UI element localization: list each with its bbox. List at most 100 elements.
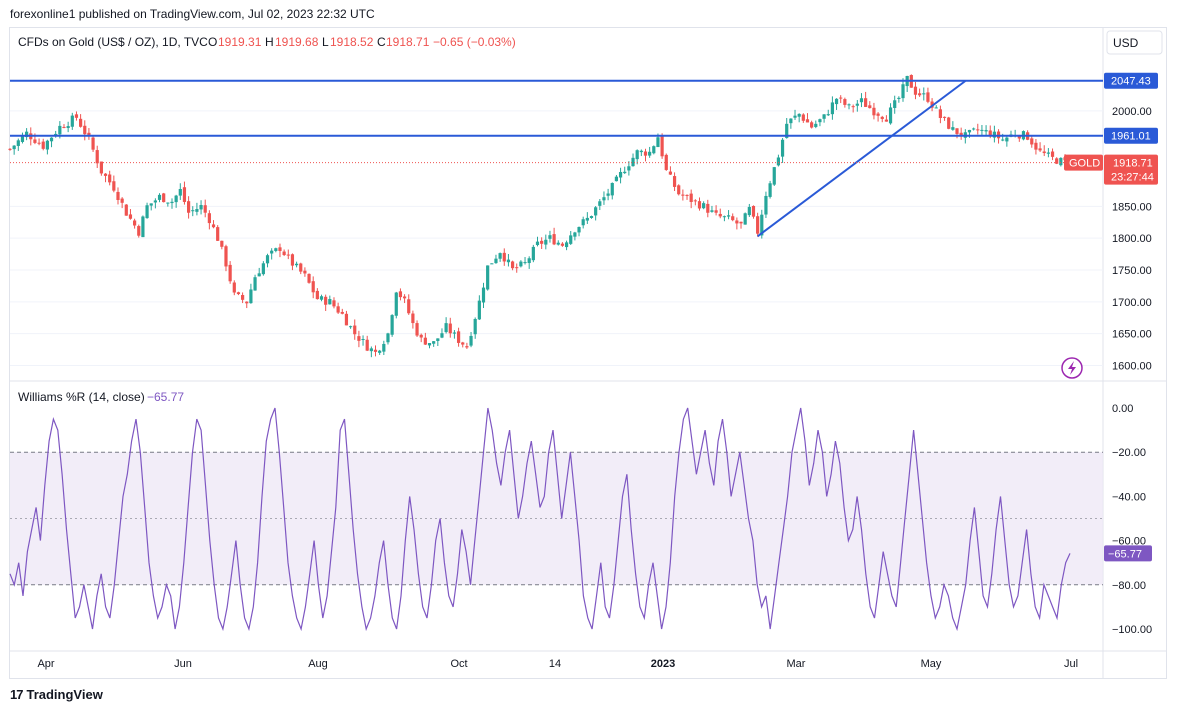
levels-layer[interactable] xyxy=(10,79,1103,238)
candle-body xyxy=(1059,157,1063,166)
candle-body xyxy=(934,107,938,109)
candle-body xyxy=(357,336,361,341)
candle-body xyxy=(760,214,764,236)
candle-body xyxy=(510,261,515,269)
candle-body xyxy=(643,151,648,156)
candle-body xyxy=(839,97,843,99)
candle-body xyxy=(677,185,681,195)
ohlc-h-label: H xyxy=(265,35,274,49)
candle-body xyxy=(373,349,378,352)
candle-body xyxy=(170,201,174,204)
currency-button[interactable]: USD xyxy=(1113,36,1139,50)
candle-body xyxy=(535,241,540,246)
candle-body xyxy=(901,84,905,99)
candle-body xyxy=(91,137,95,150)
candle-body xyxy=(594,207,598,216)
candle-body xyxy=(918,93,922,96)
candle-body xyxy=(922,93,926,95)
level-label-bg xyxy=(1104,72,1158,89)
wpr-tick-label: −40.00 xyxy=(1112,491,1146,503)
candle-body xyxy=(324,296,328,305)
candle-body xyxy=(656,137,660,148)
candle-body xyxy=(33,139,37,143)
candle-body xyxy=(880,116,884,119)
ohlc-o: 1919.31 xyxy=(218,35,262,49)
indicator-title[interactable]: Williams %R (14, close) xyxy=(18,390,145,404)
candle-body xyxy=(1001,139,1005,141)
price-tick-label: 1750.00 xyxy=(1112,265,1152,277)
ohlc-legend: O 1919.31 H 1919.68 L 1918.52 C 1918.71 … xyxy=(208,35,516,49)
candle-body xyxy=(490,263,494,265)
candle-body xyxy=(544,239,548,245)
wpr-tick-label: −20.00 xyxy=(1112,447,1146,459)
candle-body xyxy=(141,216,145,238)
candle-body xyxy=(307,273,311,283)
level-label: 2047.43 xyxy=(1111,76,1151,88)
candle-body xyxy=(216,227,220,241)
candle-body xyxy=(992,131,996,138)
candle-body xyxy=(548,235,552,239)
candle-body xyxy=(257,273,261,277)
candle-body xyxy=(477,300,481,320)
candle-body xyxy=(45,140,49,150)
candle-body xyxy=(369,348,373,352)
candle-body xyxy=(12,145,16,150)
candle-body xyxy=(303,270,307,274)
wpr-layer xyxy=(9,407,1071,632)
price-tick-label: 2000.00 xyxy=(1112,106,1152,118)
candle-body xyxy=(149,203,153,206)
candle-body xyxy=(440,333,444,338)
candle-body xyxy=(822,114,826,119)
symbol-title[interactable]: CFDs on Gold (US$ / OZ), 1D, TVC xyxy=(18,35,208,49)
wpr-tick-label: −80.00 xyxy=(1112,580,1146,592)
lightning-icon[interactable] xyxy=(1061,357,1083,379)
currency-button-bg[interactable] xyxy=(1106,30,1163,55)
candle-body xyxy=(697,201,702,209)
candle-body xyxy=(780,139,785,157)
candle-body xyxy=(610,183,614,196)
tradingview-logo[interactable]: 17 TradingView xyxy=(10,687,103,702)
candle-body xyxy=(481,287,486,303)
level-label-bg xyxy=(1104,127,1158,144)
candle-body xyxy=(166,202,170,204)
last-price-badge-bg xyxy=(1104,154,1158,185)
candle-body xyxy=(847,104,851,106)
candle-body xyxy=(66,126,70,129)
candle-body xyxy=(564,242,569,248)
time-tick-label: May xyxy=(921,658,942,670)
wpr-tick-label: −100.00 xyxy=(1112,624,1152,636)
candle-body xyxy=(1050,151,1055,157)
time-axis[interactable]: Apr Jun Aug Oct 14 2023 Mar May Jul xyxy=(37,658,1078,670)
candle-body xyxy=(211,224,216,228)
price-axis[interactable]: 2000.00 1850.00 1800.00 1750.00 1700.00 1650.… xyxy=(1064,72,1158,373)
candle-body xyxy=(722,216,727,218)
candle-body xyxy=(282,251,286,256)
wpr-axis[interactable]: 0.00 −20.00 −40.00 −60.00 −80.00 −100.00 −65.7… xyxy=(1104,403,1152,636)
countdown-label: 23:27:44 xyxy=(1111,172,1154,184)
ohlc-h: 1919.68 xyxy=(275,35,319,49)
candle-body xyxy=(245,301,249,304)
time-tick-label: 14 xyxy=(549,658,561,670)
symbol-badge: GOLD xyxy=(1069,158,1100,170)
candle-body xyxy=(805,119,810,123)
candle-body xyxy=(253,277,257,291)
candle-body xyxy=(265,255,270,264)
candle-body xyxy=(776,157,781,166)
candle-body xyxy=(942,116,947,118)
candle-body xyxy=(1017,135,1021,139)
candle-body xyxy=(62,126,66,128)
wpr-tick-label: −60.00 xyxy=(1112,536,1146,548)
candle-body xyxy=(739,221,743,224)
candle-body xyxy=(195,209,199,212)
candle-body xyxy=(423,337,427,345)
candle-body xyxy=(344,313,349,326)
candle-body xyxy=(988,130,992,137)
candle-body xyxy=(274,248,278,251)
candle-body xyxy=(818,119,822,123)
candle-body xyxy=(465,346,469,348)
trendline[interactable] xyxy=(757,80,966,238)
candle-body xyxy=(402,296,407,299)
candle-body xyxy=(573,232,577,237)
price-tick-label: 1600.00 xyxy=(1112,360,1152,372)
